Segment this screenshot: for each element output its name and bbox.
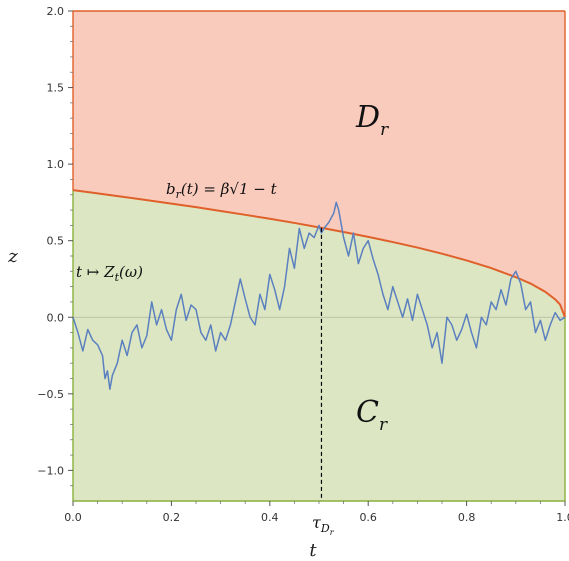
region-d-subscript: r xyxy=(380,120,389,140)
boundary-curve xyxy=(72,189,566,318)
y-tick-label: −0.5 xyxy=(37,388,64,401)
stopping-time-main: τ xyxy=(312,513,322,532)
stopping-time-sub: D xyxy=(320,522,330,535)
path-label-rest: (ω) xyxy=(119,263,143,281)
x-tick-label: 0.2 xyxy=(163,511,181,524)
x-axis-title: t xyxy=(309,540,317,561)
x-tick-label: 0.6 xyxy=(359,511,377,524)
region-d-symbol: D xyxy=(355,100,380,135)
path-label: t ↦ Zt(ω) xyxy=(76,263,143,284)
region-d-fill xyxy=(73,11,565,318)
boundary-layer xyxy=(72,189,566,318)
region-c-label: Cr xyxy=(356,395,388,435)
x-tick-label: 0.8 xyxy=(458,511,476,524)
path-label-sub: t xyxy=(115,271,120,284)
boundary-label: br(t) = β√1 − t xyxy=(166,180,278,201)
y-tick-layer: −1.0 −0.5 0.0 0.5 1.0 1.5 2.0 xyxy=(37,5,73,487)
y-tick-label: 1.0 xyxy=(47,158,65,171)
y-tick-label: −1.0 xyxy=(37,464,64,477)
path-line xyxy=(72,201,566,390)
y-tick-label: 0.5 xyxy=(47,235,65,248)
region-d-label: Dr xyxy=(355,100,389,140)
path-layer xyxy=(72,201,566,390)
boundary-label-rest: (t) = β√1 − t xyxy=(181,180,278,198)
x-tick-label: 0.0 xyxy=(64,511,82,524)
boundary-label-sub: r xyxy=(176,188,182,201)
y-axis-title: z xyxy=(7,246,18,267)
stopping-time-subsub: r xyxy=(330,528,335,537)
boundary-label-main: b xyxy=(166,180,176,198)
stopping-time-label: τDr xyxy=(312,513,335,537)
regions-layer xyxy=(73,11,565,501)
region-c-subscript: r xyxy=(379,415,388,435)
x-tick-label: 0.4 xyxy=(261,511,279,524)
y-tick-label: 0.0 xyxy=(47,311,65,324)
y-tick-label: 2.0 xyxy=(47,5,65,18)
region-c-symbol: C xyxy=(356,395,379,430)
region-c-fill xyxy=(73,190,565,501)
path-label-main: t ↦ Z xyxy=(76,263,115,281)
x-tick-label: 1.0 xyxy=(556,511,569,524)
x-tick-layer: 0.0 0.2 0.4 0.6 0.8 1.0 xyxy=(64,501,569,524)
y-tick-label: 1.5 xyxy=(47,82,65,95)
